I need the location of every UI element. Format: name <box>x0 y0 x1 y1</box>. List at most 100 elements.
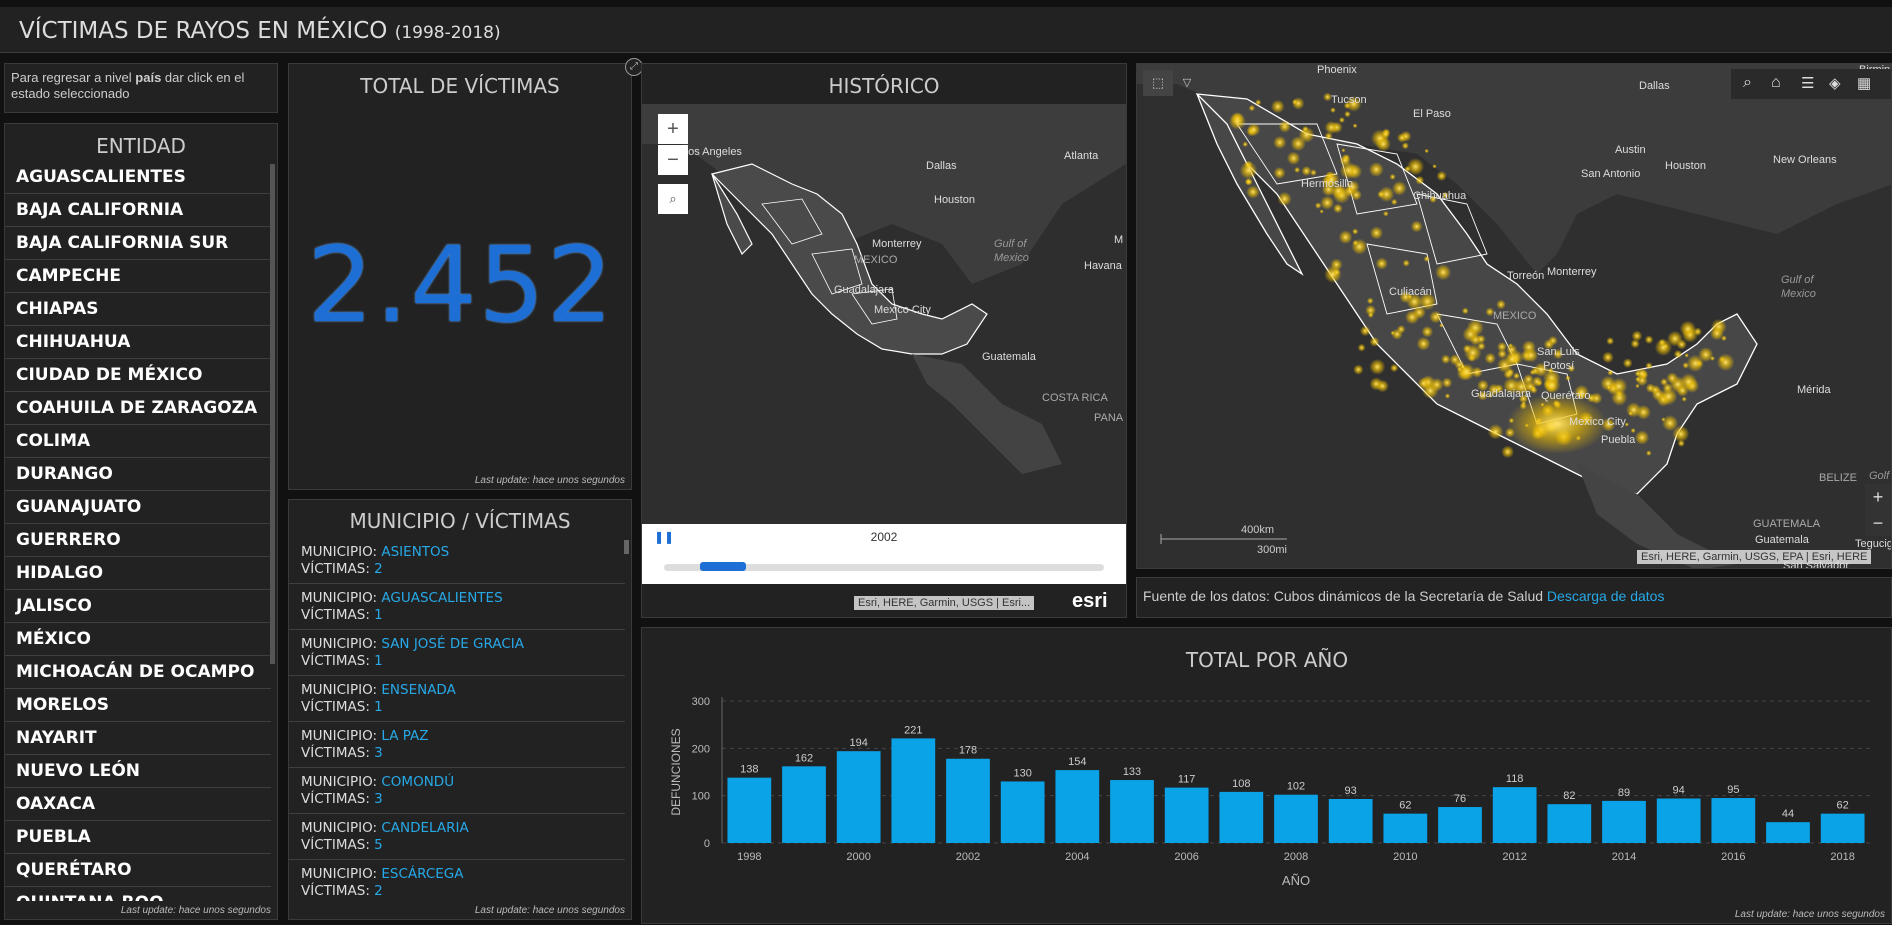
main-map-panel[interactable]: Phoenix Tucson El Paso Dallas Hermosillo… <box>1136 63 1892 569</box>
entidad-item[interactable]: QUERÉTARO <box>5 854 271 887</box>
map-label: Monterrey <box>872 238 922 250</box>
entidad-item[interactable]: COLIMA <box>5 425 271 458</box>
bar[interactable] <box>1766 822 1810 843</box>
pause-icon[interactable]: ❚❚ <box>654 530 675 544</box>
basemap-icon[interactable]: ▦ <box>1857 75 1872 92</box>
incident-glow <box>1686 354 1705 373</box>
municipio-item[interactable]: MUNICIPIO: CANDELARIA VÍCTIMAS: 5 <box>289 814 625 860</box>
main-zoom-out-button[interactable]: − <box>1865 510 1891 536</box>
incident-glow <box>1435 264 1452 281</box>
municipio-item[interactable]: MUNICIPIO: ENSENADA VÍCTIMAS: 1 <box>289 676 625 722</box>
entidad-item[interactable]: HIDALGO <box>5 557 271 590</box>
entidad-item[interactable]: JALISCO <box>5 590 271 623</box>
map-label: Mexico City <box>874 304 931 316</box>
bar[interactable] <box>1602 800 1646 843</box>
entidad-item[interactable]: PUEBLA <box>5 821 271 854</box>
entidad-item[interactable]: BAJA CALIFORNIA SUR <box>5 227 271 260</box>
municipio-list[interactable]: MUNICIPIO: ASIENTOS VÍCTIMAS: 2 MUNICIPIO:… <box>289 538 625 898</box>
time-slider-track[interactable] <box>664 564 1104 571</box>
entidad-item[interactable]: MÉXICO <box>5 623 271 656</box>
incident-glow <box>1367 312 1374 318</box>
bar[interactable] <box>1110 780 1154 843</box>
bar[interactable] <box>1383 813 1428 843</box>
bar[interactable] <box>1000 781 1045 843</box>
historico-map[interactable]: Los Angeles Dallas Atlanta Houston Gulf … <box>642 104 1126 524</box>
download-link[interactable]: Descarga de datos <box>1546 588 1665 604</box>
chevron-down-icon[interactable]: ▽ <box>1182 77 1192 89</box>
bar[interactable] <box>1274 794 1318 843</box>
home-icon[interactable]: ⌂ <box>1771 74 1781 91</box>
main-zoom-in-button[interactable]: + <box>1865 484 1891 510</box>
bar[interactable] <box>1055 770 1100 843</box>
bar[interactable] <box>1219 791 1264 843</box>
entidad-item[interactable]: MICHOACÁN DE OCAMPO <box>5 656 271 689</box>
entidad-item[interactable]: AGUASCALIENTES <box>5 161 271 194</box>
incident-glow <box>1310 169 1317 176</box>
bar[interactable] <box>1820 813 1865 843</box>
entidad-item[interactable]: OAXACA <box>5 788 271 821</box>
bar[interactable] <box>727 777 772 843</box>
bar[interactable] <box>1492 787 1537 843</box>
municipio-item[interactable]: MUNICIPIO: SAN JOSÉ DE GRACIA VÍCTIMAS: 1 <box>289 630 625 676</box>
entidad-item[interactable]: CAMPECHE <box>5 260 271 293</box>
map-label: M <box>1114 234 1124 246</box>
y-tick-label: 0 <box>704 838 710 850</box>
bar[interactable] <box>891 738 936 843</box>
bar[interactable] <box>1656 798 1701 843</box>
municipio-title: MUNICIPIO / VÍCTIMAS <box>349 509 571 533</box>
entidad-item[interactable]: GUERRERO <box>5 524 271 557</box>
entidad-item[interactable]: BAJA CALIFORNIA <box>5 194 271 227</box>
incident-glow <box>1424 148 1429 154</box>
municipio-name: AGUASCALIENTES <box>381 590 503 606</box>
layers-icon[interactable]: ◈ <box>1829 75 1841 92</box>
select-icon[interactable]: ⬚ <box>1143 70 1173 96</box>
municipio-item[interactable]: MUNICIPIO: COMONDÚ VÍCTIMAS: 3 <box>289 768 625 814</box>
municipio-item[interactable]: MUNICIPIO: ASIENTOS VÍCTIMAS: 2 <box>289 538 625 584</box>
municipio-label: MUNICIPIO: <box>301 682 382 698</box>
entidad-item[interactable]: NUEVO LEÓN <box>5 755 271 788</box>
incident-glow <box>1497 349 1507 359</box>
incident-glow <box>1353 364 1364 375</box>
entidad-item[interactable]: CHIHUAHUA <box>5 326 271 359</box>
zoom-out-button[interactable]: − <box>658 145 688 175</box>
municipio-item[interactable]: MUNICIPIO: LA PAZ VÍCTIMAS: 3 <box>289 722 625 768</box>
incident-glow <box>1228 112 1247 130</box>
map-label: Houston <box>934 194 975 206</box>
entidad-list[interactable]: AGUASCALIENTES BAJA CALIFORNIA BAJA CALIFO… <box>5 161 271 901</box>
search-icon[interactable]: ⌕ <box>1743 74 1752 91</box>
entidad-item[interactable]: CHIAPAS <box>5 293 271 326</box>
municipio-last-update: Last update: hace unos segundos <box>474 905 625 916</box>
search-icon[interactable]: ⌕ <box>658 184 688 214</box>
incident-glow <box>1244 177 1253 186</box>
zoom-in-button[interactable]: + <box>658 114 688 144</box>
municipio-item[interactable]: MUNICIPIO: ESCÁRCEGA VÍCTIMAS: 2 <box>289 860 625 898</box>
incident-glow <box>1278 120 1291 133</box>
entidad-item[interactable]: GUANAJUATO <box>5 491 271 524</box>
legend-icon[interactable]: ☰ <box>1801 75 1815 92</box>
bar[interactable] <box>1711 798 1756 843</box>
entidad-item[interactable]: COAHUILA DE ZARAGOZA <box>5 392 271 425</box>
entidad-item[interactable]: DURANGO <box>5 458 271 491</box>
incident-glow <box>1547 367 1554 374</box>
entidad-item[interactable]: QUINTANA ROO <box>5 887 271 901</box>
time-slider-range[interactable] <box>700 562 746 571</box>
info-text-pre: Para regresar a nivel <box>11 70 136 85</box>
bar[interactable] <box>1438 807 1482 843</box>
bar[interactable] <box>1164 787 1209 843</box>
municipio-scrollbar[interactable] <box>624 540 629 554</box>
incident-glow <box>1341 148 1346 153</box>
bar[interactable] <box>1547 804 1592 843</box>
bar[interactable] <box>1328 798 1373 843</box>
victimas-label: VÍCTIMAS: <box>301 607 375 623</box>
entidad-item[interactable]: CIUDAD DE MÉXICO <box>5 359 271 392</box>
incident-glow <box>1417 377 1430 390</box>
bar[interactable] <box>946 758 990 843</box>
entidad-item[interactable]: NAYARIT <box>5 722 271 755</box>
bar[interactable] <box>782 766 826 843</box>
municipio-item[interactable]: MUNICIPIO: AGUASCALIENTES VÍCTIMAS: 1 <box>289 584 625 630</box>
x-tick-label: 2008 <box>1284 851 1308 863</box>
incident-glow <box>1338 116 1345 124</box>
entidad-item[interactable]: MORELOS <box>5 689 271 722</box>
entidad-scrollbar[interactable] <box>270 164 275 664</box>
bar[interactable] <box>836 751 881 843</box>
